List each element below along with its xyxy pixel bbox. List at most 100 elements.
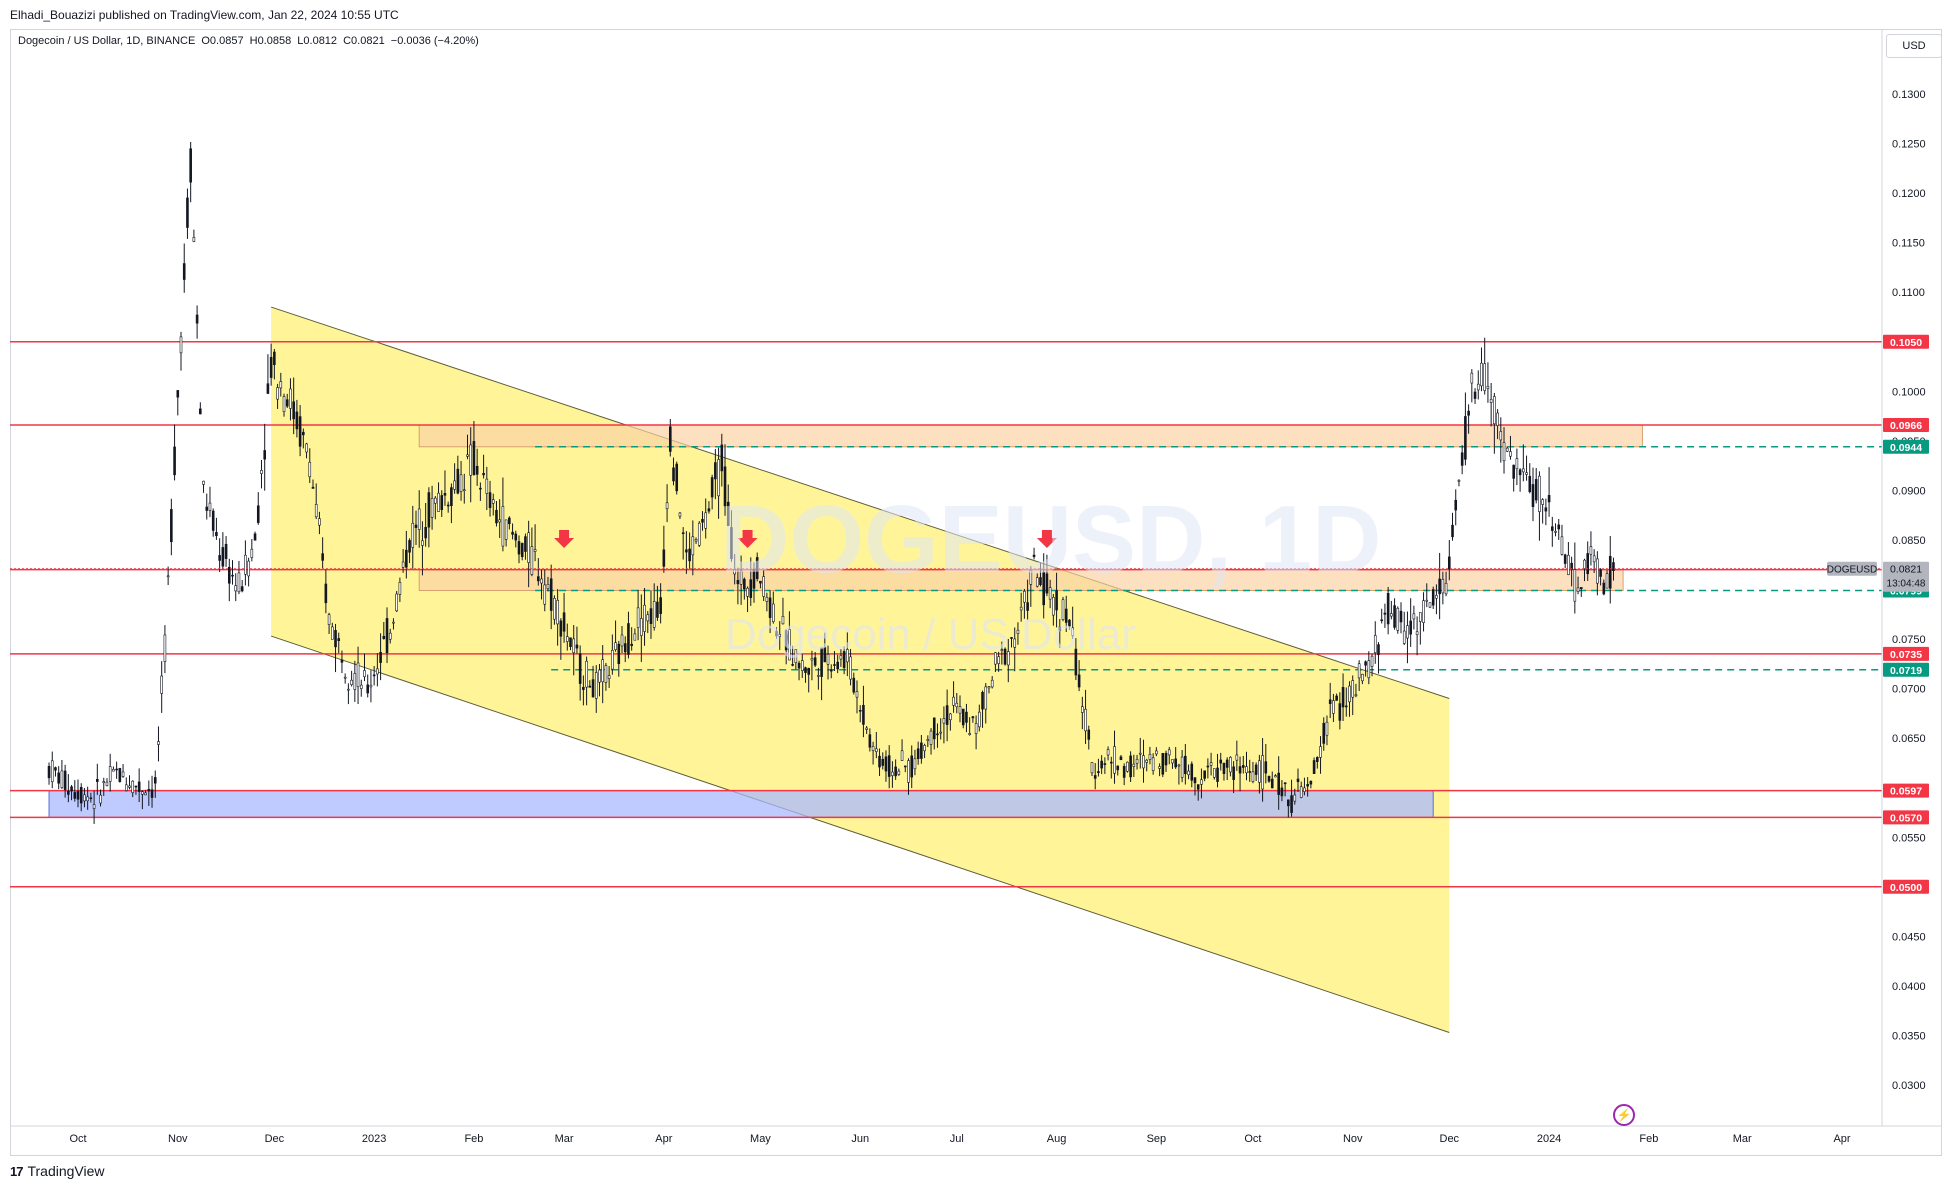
candle-body bbox=[112, 769, 115, 772]
candle-body bbox=[1216, 767, 1219, 782]
candle-body bbox=[1209, 762, 1213, 766]
candle-body bbox=[1254, 764, 1258, 775]
candle-body bbox=[202, 480, 205, 485]
candle-body bbox=[218, 555, 221, 561]
candle-body bbox=[1583, 559, 1586, 569]
candle-body bbox=[965, 711, 968, 723]
candle-body bbox=[878, 755, 881, 768]
candle-body bbox=[327, 614, 331, 625]
candle-body bbox=[1425, 599, 1429, 602]
candle-body bbox=[765, 596, 769, 602]
candle-body bbox=[495, 509, 498, 524]
candle-body bbox=[76, 791, 80, 800]
candle-body bbox=[900, 750, 904, 761]
y-tick-label: 0.0300 bbox=[1892, 1080, 1926, 1092]
candle-body bbox=[1135, 758, 1139, 764]
candle-body bbox=[591, 679, 595, 698]
candle-body bbox=[1502, 442, 1506, 462]
candle-body bbox=[1428, 602, 1432, 608]
footer-brand-text: TradingView bbox=[27, 1163, 105, 1179]
candle-body bbox=[1164, 752, 1168, 766]
last-price-value: 0.0821 bbox=[1890, 564, 1922, 576]
candle-body bbox=[1177, 764, 1181, 767]
candle-body bbox=[849, 656, 852, 680]
candle-body bbox=[1386, 593, 1390, 625]
candle-body bbox=[623, 643, 627, 653]
candle-body bbox=[543, 584, 547, 605]
candle-body bbox=[794, 649, 798, 663]
candle-body bbox=[784, 630, 788, 651]
candle-body bbox=[86, 796, 89, 802]
candle-body bbox=[1090, 762, 1094, 774]
candle-body bbox=[1554, 531, 1557, 533]
candle-body bbox=[865, 727, 868, 730]
candle-body bbox=[556, 600, 559, 625]
candle-body bbox=[186, 197, 189, 228]
candle-body bbox=[1596, 558, 1599, 584]
candle-body bbox=[475, 465, 479, 475]
candle-body bbox=[405, 549, 408, 568]
candle-body bbox=[459, 474, 463, 492]
candle-body bbox=[1534, 479, 1538, 501]
candle-body bbox=[1525, 472, 1528, 475]
candle-body bbox=[1174, 758, 1177, 768]
candle-body bbox=[263, 450, 267, 460]
candle-body bbox=[549, 578, 553, 611]
candle-body bbox=[424, 527, 427, 539]
candle-body bbox=[1122, 765, 1126, 778]
candle-body bbox=[1354, 694, 1358, 697]
candle-body bbox=[1370, 655, 1374, 667]
candle-body bbox=[791, 664, 794, 666]
tradingview-logo-icon: 17 bbox=[10, 1163, 24, 1179]
candle-body bbox=[772, 603, 775, 622]
candle-body bbox=[1309, 780, 1313, 785]
candle-body bbox=[1528, 475, 1532, 492]
candle-body bbox=[1341, 687, 1345, 708]
candle-body bbox=[1438, 578, 1441, 595]
candle-body bbox=[485, 478, 489, 494]
candle-body bbox=[720, 444, 724, 472]
x-tick-label: Mar bbox=[1733, 1133, 1752, 1145]
candle-body bbox=[57, 772, 60, 784]
candle-body bbox=[276, 387, 279, 400]
candle-body bbox=[1138, 752, 1142, 755]
candle-body bbox=[755, 557, 759, 579]
candle-body bbox=[569, 637, 572, 647]
candle-body bbox=[913, 758, 917, 770]
symbol-name[interactable]: Dogecoin / US Dollar, 1D, BINANCE bbox=[18, 35, 196, 47]
candle-body bbox=[266, 383, 270, 394]
candle-body bbox=[163, 634, 167, 662]
candle-body bbox=[1390, 613, 1393, 617]
bolt-icon[interactable]: ⚡ bbox=[1613, 1104, 1635, 1126]
candle-body bbox=[318, 518, 321, 526]
x-tick-label: Feb bbox=[1639, 1133, 1658, 1145]
candle-body bbox=[511, 531, 514, 535]
candle-body bbox=[636, 607, 640, 628]
candle-body bbox=[434, 497, 437, 504]
candle-body bbox=[768, 597, 772, 618]
currency-selector[interactable]: USD bbox=[1886, 34, 1942, 58]
candle-body bbox=[234, 585, 238, 592]
candle-body bbox=[1251, 771, 1255, 782]
candle-body bbox=[179, 336, 183, 354]
candle-body bbox=[1563, 554, 1567, 564]
candle-body bbox=[321, 553, 324, 561]
candle-body bbox=[968, 733, 971, 735]
candle-body bbox=[1586, 553, 1590, 575]
candle-body bbox=[984, 686, 988, 710]
candle-body bbox=[1415, 631, 1419, 636]
candle-body bbox=[1335, 695, 1338, 701]
candle-body bbox=[1431, 589, 1435, 606]
candle-body bbox=[128, 785, 131, 788]
candle-body bbox=[1348, 685, 1351, 703]
candle-body bbox=[1541, 499, 1544, 505]
candle-body bbox=[1367, 660, 1371, 679]
candle-body bbox=[685, 549, 688, 553]
candle-body bbox=[369, 684, 373, 688]
candle-body bbox=[881, 758, 885, 766]
candle-body bbox=[675, 463, 679, 492]
level-price-label: 0.1050 bbox=[1890, 337, 1922, 349]
candle-body bbox=[1016, 629, 1020, 634]
level-price-label: 0.0966 bbox=[1890, 420, 1922, 432]
